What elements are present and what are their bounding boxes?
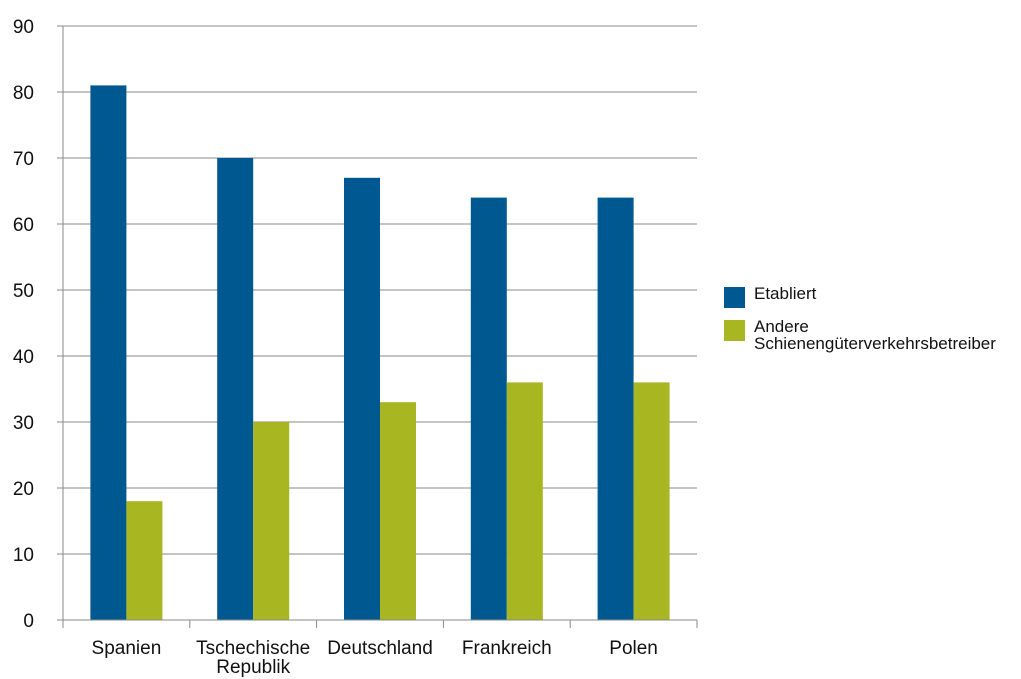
bar-andere <box>633 382 670 620</box>
y-tick-label: 40 <box>13 347 34 368</box>
bar-andere <box>253 422 290 620</box>
y-tick-label: 50 <box>13 281 34 302</box>
bar-andere <box>126 501 163 620</box>
legend: Etabliert Andere Schienengüterverkehrsbe… <box>724 285 1021 368</box>
y-tick-label: 90 <box>13 17 34 38</box>
bar-andere <box>506 382 543 620</box>
y-tick-label: 20 <box>13 479 34 500</box>
bar-etabliert <box>344 177 380 621</box>
legend-label: Andere Schienengüterverkehrsbetreiber <box>754 317 996 353</box>
legend-swatch-andere <box>724 320 745 341</box>
y-tick-label: 30 <box>13 413 34 434</box>
x-tick-label: Deutschland <box>327 638 433 659</box>
x-tick-label: Republik <box>216 657 290 678</box>
x-tick-label: Tschechische <box>196 638 310 659</box>
x-tick-label: Spanien <box>92 638 162 659</box>
x-tick-label: Frankreich <box>462 638 552 659</box>
legend-label: Etabliert <box>754 284 817 303</box>
bar-etabliert <box>470 197 507 620</box>
y-tick-label: 0 <box>23 611 34 632</box>
bars <box>90 85 670 621</box>
y-tick-label: 60 <box>13 215 34 236</box>
bar-etabliert <box>597 197 634 620</box>
bar-andere <box>380 402 416 620</box>
x-tick-label: Polen <box>609 638 658 659</box>
y-tick-label: 80 <box>13 83 34 104</box>
y-tick-label: 70 <box>13 149 34 170</box>
legend-swatch-etabliert <box>724 287 745 308</box>
bar-etabliert <box>90 85 127 620</box>
y-tick-label: 10 <box>13 545 34 566</box>
legend-item-etabliert: Etabliert <box>724 284 1021 308</box>
legend-item-andere: Andere Schienengüterverkehrsbetreiber <box>724 318 1021 352</box>
y-axis-tick-labels: 0 10 20 30 40 50 60 70 80 90 <box>13 17 34 632</box>
bar-etabliert <box>217 158 254 620</box>
